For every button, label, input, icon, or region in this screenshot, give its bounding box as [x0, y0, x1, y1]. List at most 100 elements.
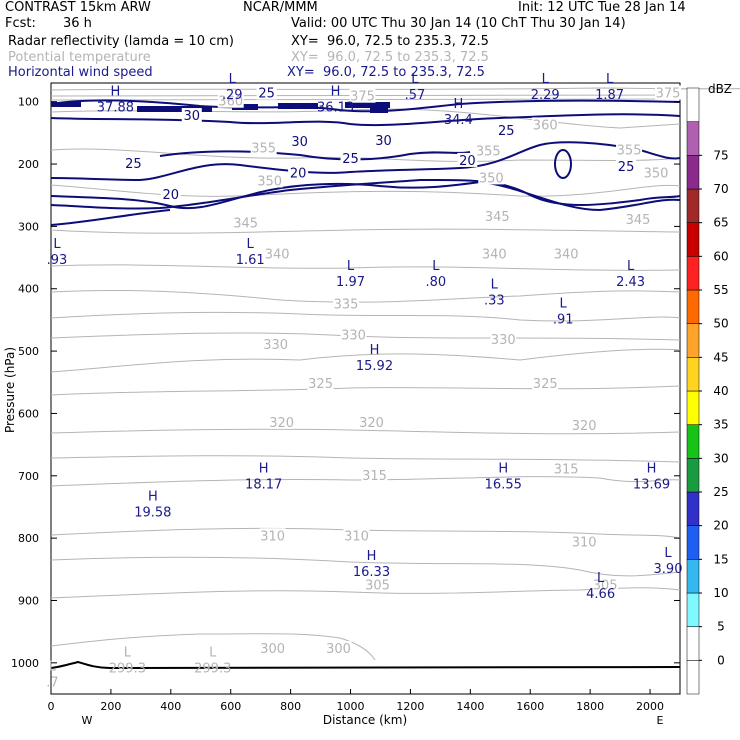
extremum-kind: H [331, 84, 341, 99]
y-tick-label: 600 [18, 407, 39, 420]
x-axis-east-label: E [657, 714, 664, 727]
colorbar-swatch [686, 626, 700, 661]
wind-contour-10 [50, 180, 681, 212]
extremum-value: 37.88 [97, 100, 134, 115]
extremum-kind: L [247, 237, 255, 252]
x-tick-label: 0 [48, 700, 55, 713]
theta-label-bg [532, 117, 559, 132]
colorbar-swatch [686, 660, 700, 695]
wind-label: 25 [125, 157, 142, 172]
theta-label-bg [490, 331, 517, 346]
colorbar: 0 5 10 15 20 25 30 35 40 45 50 55 60 65 70 75 [686, 87, 729, 695]
theta-contour-330 [50, 348, 681, 373]
theta-label-bg [325, 641, 352, 656]
wind-contour-35 [50, 99, 681, 113]
wind-label: 25 [618, 160, 635, 175]
y-axis: 100 200 300 400 500 600 700 800 900 1000 [11, 96, 680, 670]
colorbar-level-label: 5 [717, 620, 725, 634]
colorbar-level-label: 35 [713, 418, 728, 432]
terrain-line [50, 660, 681, 670]
theta-label: 320 [359, 416, 384, 431]
field-name-wind: Horizontal wind speed [8, 65, 153, 80]
field-xy-theta: XY= 96.0, 72.5 to 235.3, 72.5 [291, 50, 489, 65]
theta-label: 310 [260, 529, 285, 544]
extremum-kind: H [111, 84, 121, 99]
model-title: CONTRAST 15km ARW [5, 0, 151, 15]
theta-contour-325 [50, 385, 681, 396]
theta-contour-310 [50, 527, 681, 539]
theta-label-bg [349, 88, 376, 103]
extremum-value: 13.69 [633, 478, 670, 493]
extremum-value: 16.55 [485, 478, 522, 493]
theta-label-bg [571, 417, 598, 432]
wind-label: 25 [498, 124, 515, 139]
colorbar-swatch [686, 559, 700, 594]
plot-frame [50, 82, 681, 695]
theta-label: 310 [344, 529, 369, 544]
theta-label: 315 [362, 469, 387, 484]
theta-contour-307 [50, 556, 681, 577]
theta-label: 330 [491, 333, 516, 348]
extremum-kind: H [647, 462, 657, 477]
theta-contour-350 [50, 184, 681, 197]
wind-label: 20 [163, 188, 180, 203]
y-tick-label: 400 [18, 283, 39, 296]
theta-label-bg [256, 173, 283, 188]
colorbar-units: dBZ [708, 82, 732, 96]
wind-band [137, 106, 212, 112]
colorbar-swatch [686, 256, 700, 291]
colorbar-swatch [686, 424, 700, 459]
field-name-theta: Potential temperature [8, 50, 151, 65]
extremum-kind: L [347, 259, 355, 274]
x-tick-label: 600 [220, 700, 241, 713]
theta-label: 375 [350, 90, 375, 105]
colorbar-level-label: 55 [713, 283, 728, 297]
wind-label: 20 [459, 154, 476, 169]
theta-label: 320 [269, 416, 294, 431]
theta-label: 320 [572, 419, 597, 434]
colorbar-level-label: 40 [713, 384, 728, 398]
theta-label: 310 [572, 535, 597, 550]
extremum-value: 1.61 [236, 253, 265, 268]
theta-label-bg [592, 577, 619, 592]
wind-label-bg [373, 132, 394, 147]
theta-label: 355 [617, 143, 642, 158]
y-tick-label: 100 [18, 96, 39, 109]
theta-contour-300 [50, 633, 376, 661]
wind-contour-25 [50, 141, 681, 182]
x-tick-label: 1200 [396, 700, 424, 713]
colorbar-swatch [686, 155, 700, 190]
theta-label: 345 [485, 210, 510, 225]
theta-label-bg [553, 246, 580, 261]
colorbar-swatch [686, 525, 700, 560]
colorbar-level-label: 50 [713, 317, 728, 331]
wind-label-bg [496, 123, 517, 138]
extremum-value: 36.13 [317, 100, 354, 115]
colorbar-level-label: 10 [713, 586, 728, 600]
colorbar-level-label: 75 [713, 148, 728, 162]
x-tick-label: 1800 [576, 700, 604, 713]
extremum-kind: L [411, 72, 419, 87]
wind-contour-30 [50, 113, 681, 127]
theta-label: 350 [479, 171, 504, 186]
theta-contour-315 [50, 476, 681, 487]
colorbar-swatch [686, 289, 700, 324]
theta-label-bg [553, 461, 580, 476]
colorbar-level-label: 0 [717, 653, 725, 667]
extremum-kind: L [49, 659, 57, 674]
y-tick-label: 900 [18, 594, 39, 607]
init-time: Init: 12 UTC Tue 28 Jan 14 [518, 0, 686, 15]
y-axis-label: Pressure (hPa) [3, 347, 17, 433]
x-tick-label: 1600 [516, 700, 544, 713]
theta-contour-375 [50, 87, 740, 91]
extremum-value: 3.90 [654, 562, 683, 577]
theta-label-bg [250, 140, 277, 155]
theta-label: 355 [476, 145, 501, 160]
wind-label-bg [123, 156, 144, 171]
wind-label-bg [181, 108, 202, 123]
wind-label: 30 [375, 134, 392, 149]
theta-contour-317 [50, 455, 681, 463]
wind-label-bg [288, 165, 309, 180]
colorbar-swatch [686, 491, 700, 526]
theta-label-bg [343, 528, 370, 543]
